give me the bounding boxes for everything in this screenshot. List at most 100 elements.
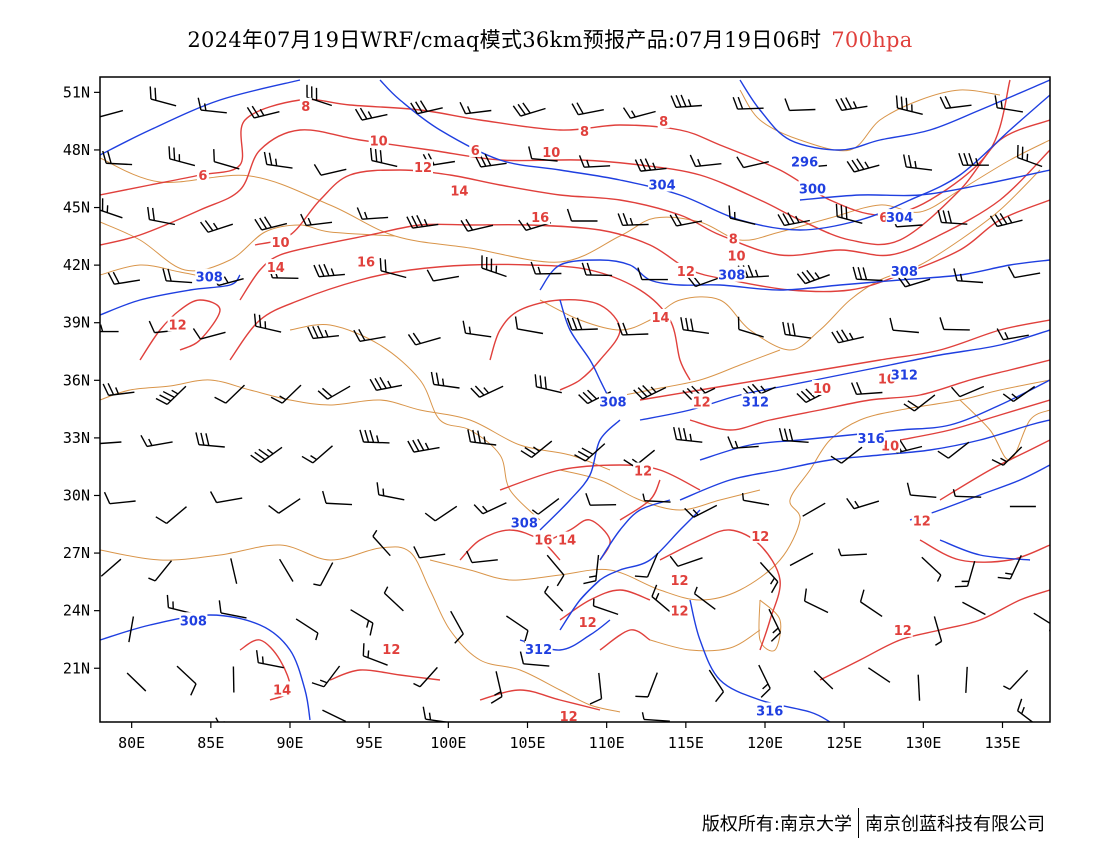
wind-barb (585, 492, 617, 506)
wind-barb (321, 490, 353, 506)
temperature-label-bg (541, 143, 562, 159)
wind-barb (592, 598, 619, 616)
wind-barb (100, 109, 124, 119)
temperature-label: 10 (542, 146, 560, 161)
wind-barb (634, 552, 659, 578)
wind-barb (466, 550, 498, 564)
temperature-isotherm (689, 359, 1050, 431)
wind-barb (531, 498, 560, 515)
wind-barb (372, 529, 391, 557)
wind-barb (530, 261, 562, 275)
wind-barb (103, 491, 136, 505)
temperature-isotherm (254, 149, 1050, 257)
border-line (539, 169, 1041, 351)
wind-barb (199, 220, 234, 233)
wind-barb (954, 717, 986, 738)
wind-barb (197, 97, 227, 114)
wind-barb (162, 268, 193, 284)
wind-barb (356, 207, 389, 220)
x-tick-label: 110E (589, 734, 625, 752)
geopotential-label-bg (798, 180, 827, 196)
temperature-label: 6 (879, 211, 888, 226)
wind-barb (852, 266, 883, 282)
border-line (739, 89, 1001, 152)
wind-barb (140, 434, 173, 448)
border-line (100, 221, 396, 272)
wind-barb (263, 151, 293, 169)
wind-barb (997, 555, 1022, 580)
wind-barb (796, 269, 830, 285)
wind-barb (230, 558, 238, 584)
wind-barb (642, 493, 671, 503)
wind-barb (430, 371, 460, 389)
wind-barb (473, 502, 507, 515)
wind-barb (732, 96, 764, 110)
wind-barb (166, 594, 194, 615)
wind-barb (490, 671, 503, 704)
temperature-label-bg (167, 316, 188, 332)
wind-barb (635, 672, 658, 698)
wind-barb (426, 269, 460, 282)
geopotential-label: 316 (756, 704, 783, 719)
wind-barb (933, 616, 943, 646)
y-tick-label: 33N (63, 429, 90, 447)
wind-barb (939, 317, 970, 331)
temperature-label-bg (669, 571, 690, 587)
x-tick-label: 115E (668, 734, 704, 752)
temperature-label-bg (558, 708, 579, 724)
temperature-label: 12 (670, 605, 688, 620)
wind-barb (484, 723, 503, 755)
wind-barb (875, 728, 906, 756)
x-tick-label: 125E (826, 734, 862, 752)
wind-barb (634, 158, 667, 172)
wind-barb (571, 102, 604, 116)
wind-barb (1016, 144, 1043, 168)
wind-barb (214, 384, 245, 404)
wind-barb (100, 324, 119, 333)
wind-barb (218, 600, 247, 619)
geopotential-isoline (100, 614, 311, 721)
border-line (100, 379, 611, 471)
geopotential-label-bg (510, 514, 539, 530)
x-tick-label: 90E (276, 734, 303, 752)
wind-barb (831, 329, 864, 344)
wind-barb (102, 150, 133, 166)
wind-barb (467, 429, 497, 446)
border-line (289, 323, 541, 521)
temperature-label: 14 (273, 683, 291, 698)
temperature-label-bg (530, 209, 551, 225)
wind-barb (413, 546, 446, 559)
wind-barb (991, 446, 1023, 466)
wind-barb (789, 552, 814, 567)
geopotential-label: 304 (886, 211, 913, 226)
temperature-isotherm (619, 479, 661, 521)
footer-right: 南京创蓝科技有限公司 (865, 814, 1045, 835)
wind-barb (376, 482, 405, 501)
temperature-label: 8 (659, 115, 668, 130)
temperature-label-bg (650, 308, 671, 324)
map-frame (99, 76, 1051, 723)
temperature-label: 6 (471, 144, 480, 159)
wind-barb (937, 209, 968, 225)
x-tick-label: 95E (356, 734, 383, 752)
temperature-label-bg (669, 602, 690, 618)
temperature-label: 10 (813, 382, 831, 397)
wind-barb (958, 152, 989, 166)
wind-barb (359, 429, 390, 444)
wind-barb (727, 436, 759, 449)
temperature-label: 12 (414, 161, 432, 176)
temperature-isotherm (939, 439, 1050, 501)
title-main: 2024年07月19日WRF/cmaq模式36km预报产品:07月19日06时 (187, 28, 822, 52)
wind-barb (407, 332, 441, 346)
geopotential-isoline (559, 299, 611, 401)
wind-barb (895, 95, 923, 115)
wind-barb (383, 586, 404, 612)
wind-barb (462, 320, 492, 338)
temperature-label: 8 (580, 125, 589, 140)
wind-barb (680, 317, 709, 334)
wind-barb (250, 446, 283, 464)
geopotential-label-bg (648, 176, 677, 192)
temperature-label-bg (533, 531, 554, 547)
wind-barb (784, 98, 816, 112)
temperature-label: 10 (370, 134, 388, 149)
